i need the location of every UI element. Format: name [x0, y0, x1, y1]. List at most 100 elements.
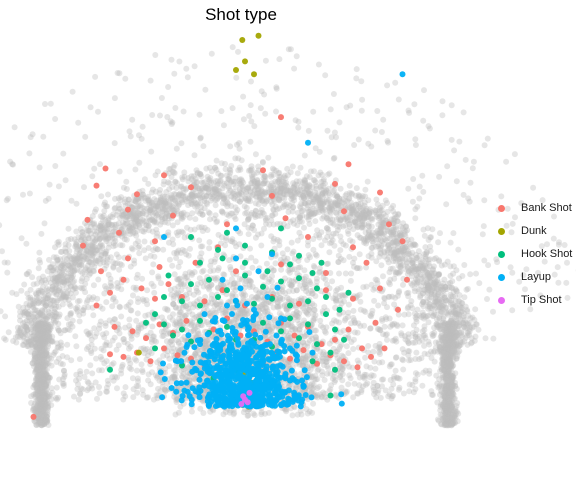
background-shot-point — [366, 223, 372, 230]
background-shot-point — [435, 289, 442, 296]
background-shot-point — [171, 207, 178, 214]
background-shot-point — [134, 367, 140, 374]
background-shot-point — [44, 295, 51, 302]
background-shot-point — [464, 329, 471, 336]
background-shot-point — [27, 294, 34, 301]
background-shot-point — [340, 223, 347, 230]
background-shot-point — [262, 173, 269, 180]
background-shot-point — [392, 335, 399, 342]
background-shot-point — [60, 276, 67, 283]
background-shot-point — [178, 210, 185, 217]
background-shot-point — [164, 194, 171, 201]
background-shot-point — [461, 310, 467, 317]
background-shot-point — [185, 178, 192, 185]
background-shot-point — [228, 162, 235, 169]
background-shot-point — [412, 215, 419, 222]
background-shot-point — [110, 263, 117, 270]
background-shot-point — [65, 225, 72, 232]
background-shot-point — [427, 234, 434, 241]
background-shot-point — [65, 277, 72, 284]
background-shot-point — [60, 290, 67, 297]
background-shot-point — [128, 219, 134, 226]
background-shot-point — [112, 224, 119, 231]
background-shot-point — [358, 224, 365, 231]
background-shot-point — [410, 264, 417, 270]
background-shot-point — [67, 290, 74, 297]
background-shot-point — [96, 235, 103, 242]
background-shot-point — [436, 322, 443, 329]
background-shot-point — [72, 305, 79, 312]
background-shot-point — [132, 198, 139, 205]
background-shot-point — [381, 248, 388, 255]
background-shot-point — [378, 242, 385, 249]
background-shot-point — [69, 279, 76, 286]
background-shot-point — [235, 167, 242, 174]
background-shot-point — [469, 324, 476, 331]
background-shot-point — [86, 227, 93, 234]
background-shot-point — [352, 215, 359, 222]
background-shot-point — [194, 208, 201, 215]
background-shot-point — [269, 180, 275, 187]
background-shot-point — [272, 188, 279, 195]
background-shot-point — [84, 222, 90, 229]
background-shot-point — [324, 215, 331, 222]
background-shot-point — [378, 229, 384, 236]
background-shot-point — [57, 289, 64, 296]
background-shot-point — [105, 221, 112, 228]
background-shot-point — [101, 228, 108, 235]
background-shot-point — [197, 200, 204, 207]
background-shot-point — [169, 222, 176, 229]
background-shot-point — [391, 242, 398, 248]
background-shot-point — [59, 262, 66, 269]
background-shot-point — [68, 236, 74, 242]
background-shot-point — [206, 239, 213, 246]
background-shot-point — [261, 172, 268, 179]
background-shot-point — [257, 209, 264, 216]
background-shot-point — [378, 230, 385, 237]
background-shot-point — [215, 187, 221, 194]
background-shot-point — [78, 253, 85, 260]
background-shot-point — [55, 279, 62, 286]
background-shot-point — [378, 262, 385, 269]
background-shot-point — [294, 170, 301, 177]
background-shot-point — [113, 251, 120, 258]
background-shot-point — [453, 267, 460, 274]
background-shot-point — [396, 230, 403, 237]
background-shot-point — [49, 338, 55, 345]
background-shot-point — [256, 183, 263, 190]
background-shot-point — [380, 223, 387, 230]
background-shot-point — [293, 178, 300, 185]
background-shot-point — [297, 205, 304, 211]
background-shot-point — [349, 206, 356, 213]
background-shot-point — [88, 296, 95, 303]
background-shot-point — [145, 245, 152, 251]
background-shot-point — [318, 229, 325, 236]
background-shot-point — [55, 274, 62, 280]
background-shot-point — [9, 289, 16, 296]
background-shot-point — [421, 265, 428, 272]
background-shot-point — [91, 221, 97, 228]
background-shot-point — [188, 197, 195, 204]
background-shot-point — [444, 333, 450, 340]
background-shot-point — [23, 300, 30, 307]
background-shot-point — [134, 227, 141, 234]
background-shot-point — [438, 283, 445, 290]
background-shot-point — [372, 207, 379, 214]
background-shot-point — [137, 202, 144, 209]
background-shot-point — [390, 249, 397, 256]
background-shot-point — [30, 281, 37, 288]
background-shot-point — [322, 190, 329, 197]
background-shot-point — [425, 282, 432, 289]
background-shot-point — [426, 283, 433, 290]
background-shot-point — [123, 178, 130, 185]
background-shot-point — [145, 208, 152, 215]
background-shot-point — [95, 224, 102, 231]
background-shot-point — [146, 214, 153, 221]
background-shot-point — [147, 206, 154, 213]
background-shot-point — [473, 321, 479, 328]
background-shot-point — [445, 344, 452, 351]
background-shot-point — [203, 199, 210, 206]
background-shot-point — [99, 224, 106, 231]
background-shot-point — [287, 191, 294, 198]
